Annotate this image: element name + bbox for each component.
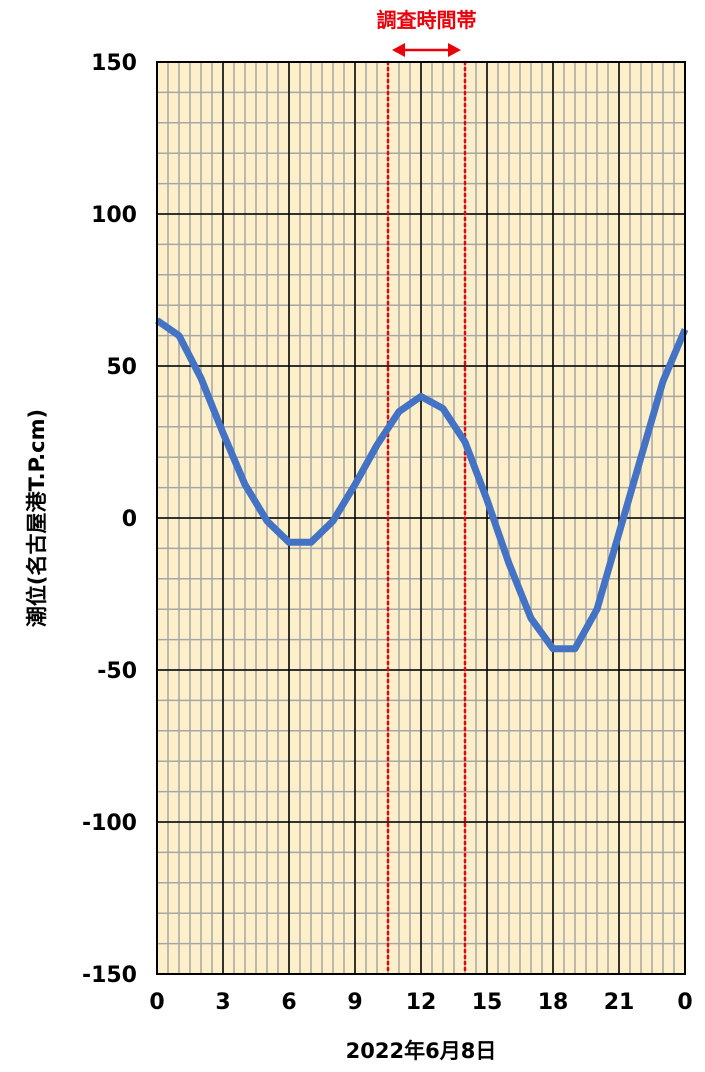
survey-period-label: 調査時間帯 — [377, 8, 477, 32]
x-tick-label: 18 — [538, 990, 569, 1015]
y-tick-label: 100 — [91, 203, 137, 228]
x-tick-labels: 0 3 6 9 12 15 18 21 0 — [149, 990, 692, 1015]
y-tick-labels: 150 100 50 0 -50 -100 -150 — [82, 51, 137, 988]
x-axis-title: 2022年6月8日 — [346, 1039, 497, 1063]
x-tick-label: 12 — [406, 990, 437, 1015]
x-tick-label: 15 — [472, 990, 503, 1015]
x-tick-label: 6 — [281, 990, 296, 1015]
arrow-head-right — [448, 43, 461, 57]
x-tick-label: 0 — [677, 990, 692, 1015]
plot-frame — [156, 61, 686, 975]
survey-period-lines — [386, 60, 467, 976]
series-layer — [155, 317, 689, 653]
y-axis-title: 潮位(名古屋港T.P.cm) — [25, 409, 49, 627]
y-tick-label: -50 — [97, 659, 137, 684]
y-tick-label: 150 — [91, 51, 137, 76]
x-tick-label: 0 — [149, 990, 164, 1015]
x-tick-label: 9 — [347, 990, 362, 1015]
y-tick-label: -100 — [82, 811, 137, 836]
arrow-head-left — [392, 43, 405, 57]
y-tick-label: 50 — [106, 355, 137, 380]
x-tick-label: 3 — [215, 990, 230, 1015]
y-tick-label: -150 — [82, 963, 137, 988]
y-tick-label: 0 — [122, 507, 137, 532]
survey-period-annotation: 調査時間帯 — [377, 8, 477, 57]
x-tick-label: 21 — [604, 990, 635, 1015]
